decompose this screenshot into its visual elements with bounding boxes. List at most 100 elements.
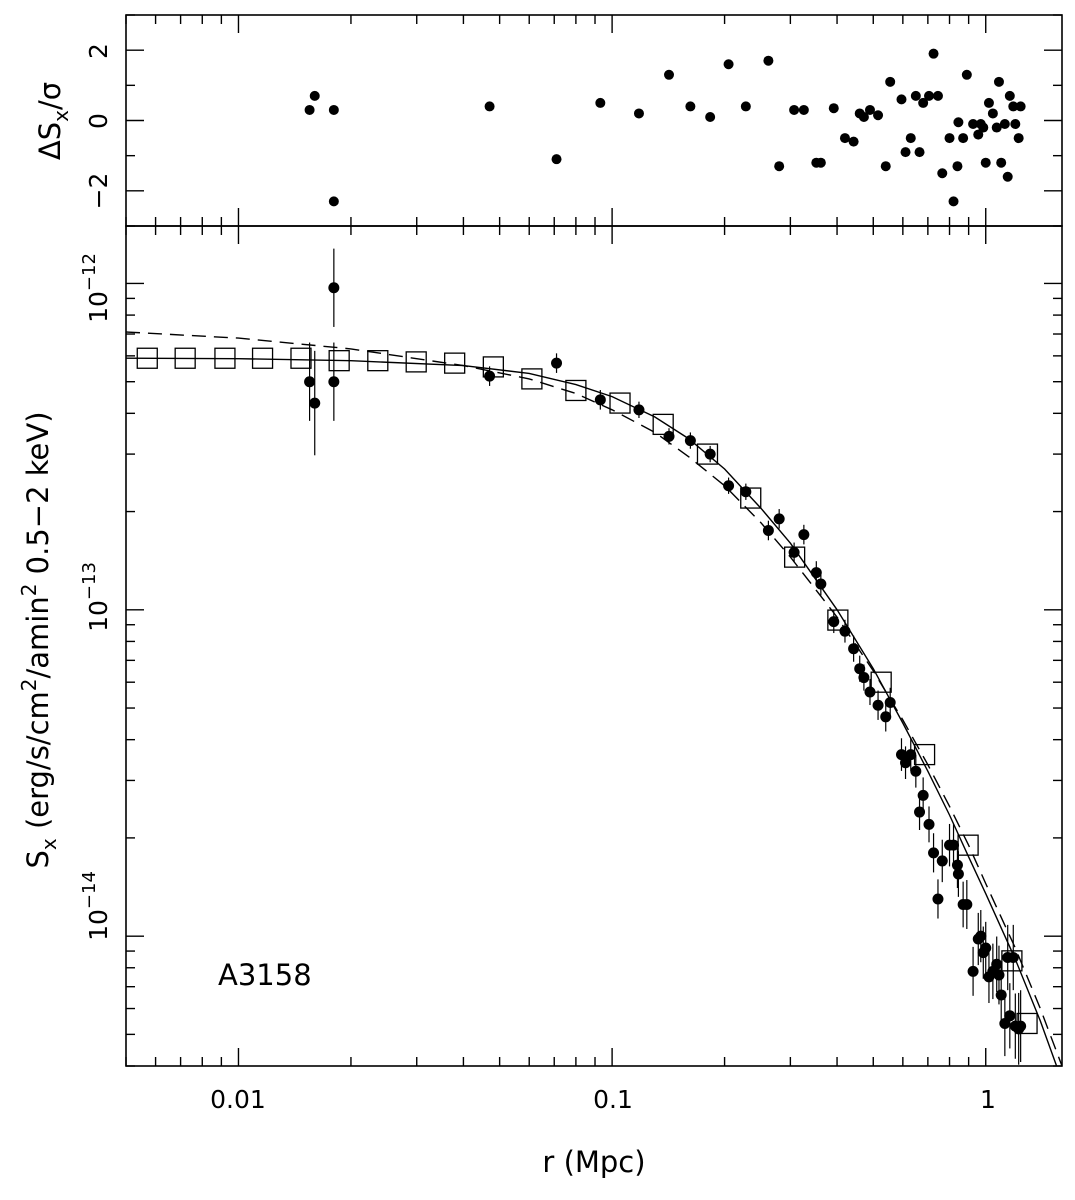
model-square bbox=[214, 347, 236, 369]
residual-point bbox=[595, 97, 606, 108]
residual-point bbox=[864, 104, 875, 115]
profile-panel-frame bbox=[125, 225, 1063, 1067]
data-point bbox=[914, 806, 926, 818]
profile-y-tick-1e-12: 10−12 bbox=[79, 253, 113, 323]
model-square bbox=[251, 347, 274, 369]
residual-point bbox=[1010, 119, 1021, 130]
data-point bbox=[684, 435, 696, 447]
residual-point bbox=[551, 154, 562, 165]
residual-point bbox=[633, 108, 644, 119]
model-square bbox=[521, 368, 543, 390]
model-square bbox=[827, 609, 849, 631]
residual-point bbox=[999, 119, 1010, 130]
residual-point bbox=[900, 147, 911, 158]
data-point bbox=[864, 686, 876, 698]
residual-point bbox=[1002, 171, 1013, 182]
residual-point bbox=[914, 147, 925, 158]
data-point bbox=[995, 989, 1007, 1001]
data-point bbox=[975, 930, 987, 942]
data-point bbox=[895, 749, 907, 761]
residual-point bbox=[983, 97, 994, 108]
data-point bbox=[773, 513, 785, 525]
model-square bbox=[870, 671, 892, 693]
residual-point bbox=[328, 104, 339, 115]
data-point bbox=[910, 765, 922, 777]
residual-point bbox=[987, 108, 998, 119]
model-dashed-line bbox=[125, 331, 1063, 1067]
residual-point bbox=[953, 117, 964, 128]
residual-point bbox=[304, 104, 315, 115]
x-tick-label-0.1: 0.1 bbox=[593, 1085, 633, 1114]
data-point bbox=[798, 529, 810, 541]
residual-panel-frame bbox=[125, 14, 1063, 227]
data-point bbox=[551, 357, 563, 369]
data-point bbox=[839, 625, 851, 637]
data-point bbox=[936, 855, 948, 867]
data-point bbox=[762, 524, 774, 536]
residual-point bbox=[685, 101, 696, 112]
data-point bbox=[848, 643, 860, 655]
residual-point bbox=[815, 157, 826, 168]
residual-point bbox=[993, 76, 1004, 87]
data-point bbox=[1007, 952, 1019, 964]
residual-point bbox=[928, 48, 939, 59]
model-square bbox=[609, 392, 631, 414]
model-square bbox=[1001, 950, 1023, 972]
residual-point bbox=[961, 69, 972, 80]
data-point bbox=[663, 430, 675, 442]
data-point bbox=[810, 567, 822, 579]
residual-point bbox=[980, 157, 991, 168]
data-points bbox=[304, 248, 1027, 1065]
profile-y-axis-title: Sx (erg/s/cm2/amin2 0.5−2 keV) bbox=[17, 411, 61, 868]
residual-point bbox=[1015, 101, 1026, 112]
data-point bbox=[923, 818, 935, 830]
residual-point bbox=[848, 136, 859, 147]
data-point bbox=[1004, 1010, 1016, 1022]
data-point bbox=[740, 486, 752, 498]
model-square bbox=[174, 347, 196, 369]
model-square bbox=[652, 413, 674, 436]
residual-points bbox=[304, 48, 1026, 207]
data-point bbox=[484, 370, 496, 382]
data-point bbox=[993, 969, 1005, 981]
residual-point bbox=[932, 90, 943, 101]
data-point bbox=[328, 282, 340, 294]
residual-point bbox=[1013, 133, 1024, 144]
data-point bbox=[309, 397, 321, 409]
data-point bbox=[815, 578, 827, 590]
model-square bbox=[367, 350, 389, 372]
residual-point bbox=[991, 122, 1002, 133]
residual-point bbox=[944, 133, 955, 144]
residual-y-axis-title: ΔSx/σ bbox=[33, 82, 73, 160]
residual-point bbox=[880, 161, 891, 172]
data-point bbox=[928, 847, 940, 859]
residual-point bbox=[839, 133, 850, 144]
model-curves bbox=[125, 331, 1063, 1067]
residual-point bbox=[910, 90, 921, 101]
data-point bbox=[304, 376, 316, 388]
x-axis-title: r (Mpc) bbox=[542, 1145, 645, 1179]
residual-y-tick-0: 0 bbox=[84, 113, 113, 129]
x-tick-label-1: 1 bbox=[980, 1085, 996, 1114]
residual-point bbox=[328, 196, 339, 207]
residual-point bbox=[978, 122, 989, 133]
data-point bbox=[788, 546, 800, 558]
model-square bbox=[328, 350, 350, 372]
data-point bbox=[961, 899, 973, 911]
residual-point bbox=[996, 157, 1007, 168]
data-point bbox=[917, 789, 929, 801]
data-point bbox=[948, 839, 960, 851]
residual-point bbox=[858, 111, 869, 122]
profile-y-tick-1e-13: 10−13 bbox=[79, 562, 113, 632]
data-point bbox=[633, 404, 645, 416]
residual-point bbox=[937, 168, 948, 179]
x-tick-label-0.01: 0.01 bbox=[210, 1085, 266, 1114]
model-square bbox=[696, 443, 719, 465]
data-point bbox=[858, 672, 870, 684]
model-square bbox=[290, 347, 312, 369]
residual-point bbox=[798, 104, 809, 115]
residual-point bbox=[952, 161, 963, 172]
model-square bbox=[740, 487, 762, 509]
residual-point bbox=[309, 90, 320, 101]
